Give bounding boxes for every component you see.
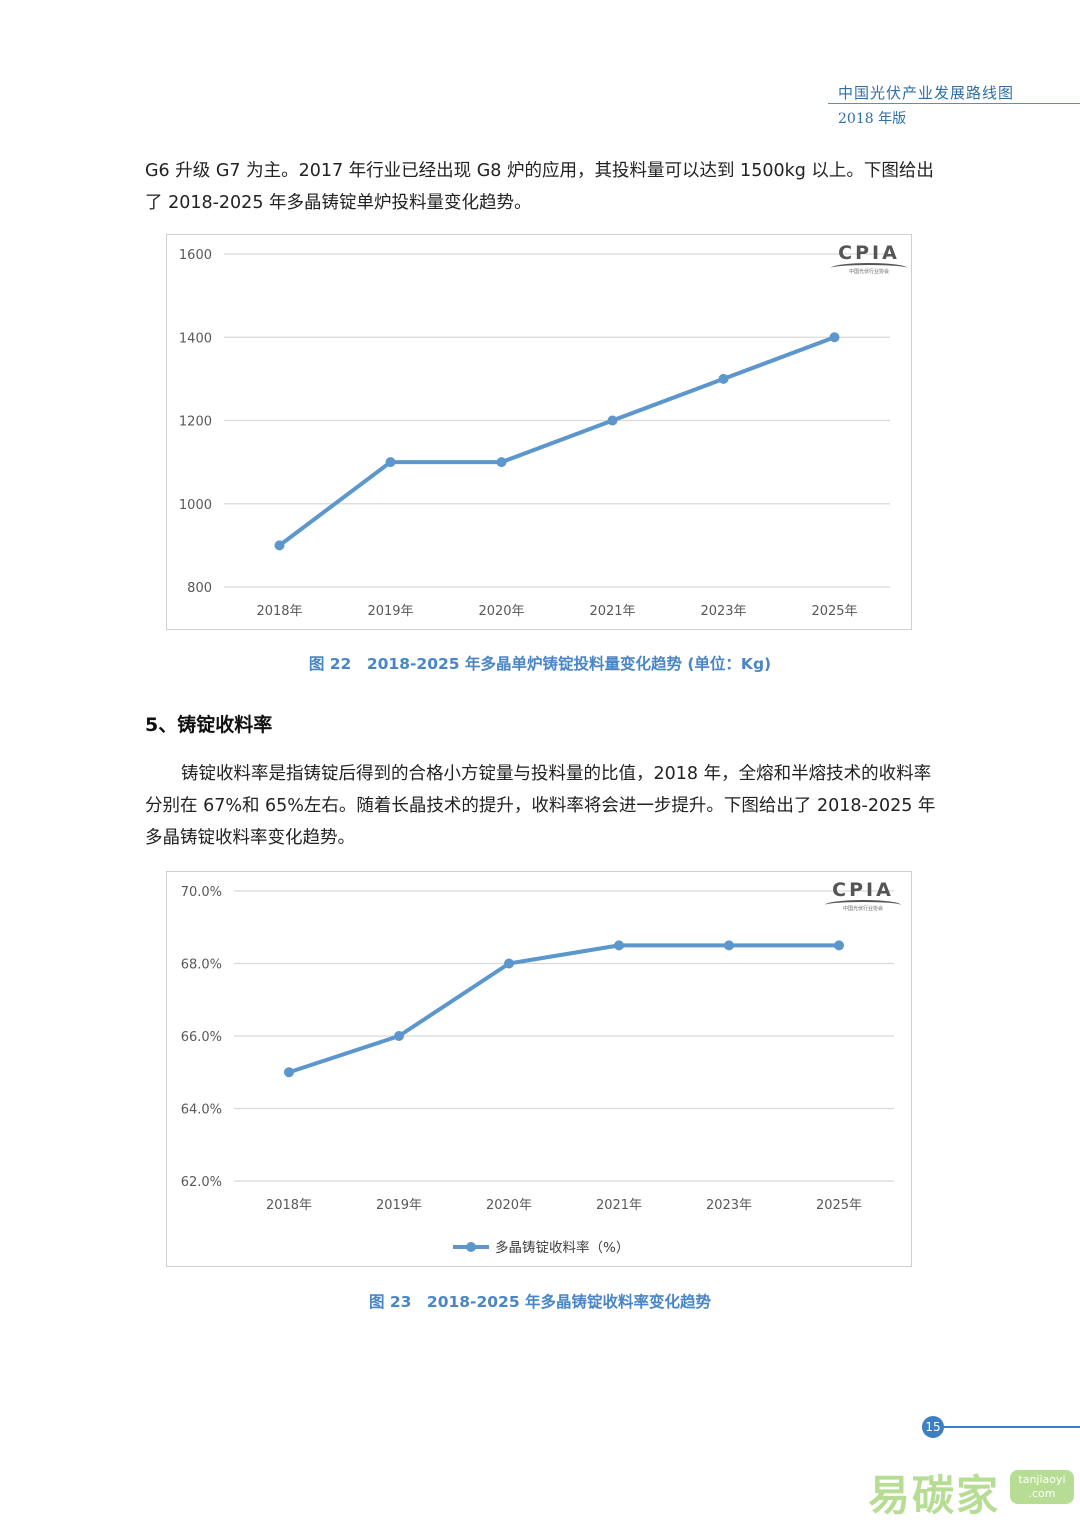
y-tick-label: 1400 [179, 331, 212, 346]
x-tick-label: 2018年 [256, 604, 302, 619]
cpia-logo-text: CPIA [832, 879, 894, 901]
x-tick-label: 2025年 [816, 1198, 862, 1213]
cpia-logo-subtext: 中国光伏行业协会 [842, 906, 883, 912]
x-tick-label: 2021年 [589, 604, 635, 619]
data-point [385, 457, 396, 468]
data-point [496, 457, 507, 468]
paragraph-yield: 铸锭收料率是指铸锭后得到的合格小方锭量与投料量的比值，2018 年，全熔和半熔技… [145, 764, 936, 848]
header-divider [828, 103, 1080, 104]
cpia-logo: CPIA 中国光伏行业协会 [829, 243, 909, 279]
watermark-badge: tanjiaoyi .com [1010, 1470, 1074, 1504]
cpia-logo-arc [831, 263, 907, 273]
watermark-cn: 易碳家 [868, 1471, 1001, 1520]
watermark-en-line1: tanjiaoyi [1018, 1473, 1066, 1486]
cpia-logo: CPIA 中国光伏行业协会 [823, 880, 903, 916]
series-line [277, 335, 837, 548]
watermark-en-line2: .com [1028, 1487, 1056, 1500]
x-tick-label: 2018年 [266, 1198, 312, 1213]
legend-label: 多晶铸锭收料率（%） [495, 1239, 629, 1256]
cpia-logo-arc [825, 900, 901, 910]
y-tick-label: 66.0% [181, 1030, 222, 1045]
series-line [287, 943, 841, 1075]
chart1-caption: 图 22 2018-2025 年多晶单炉铸锭投料量变化趋势 (单位：Kg) [308, 655, 772, 673]
data-point [284, 1067, 294, 1078]
section-heading: 5、铸锭收料率 [145, 714, 273, 736]
y-tick-label: 1600 [179, 248, 212, 263]
chart-yield-rate: 62.0% 64.0% 66.0% 68.0% 70.0% 2018年 2019年 2020年… [166, 871, 912, 1267]
x-tick-label: 2025年 [811, 604, 857, 619]
x-tick-label: 2019年 [376, 1198, 422, 1213]
y-tick-label: 1200 [179, 415, 212, 430]
page-number-line [944, 1426, 1080, 1428]
watermark: 易碳家 tanjiaoyi .com [868, 1462, 1078, 1522]
data-point [829, 332, 840, 343]
y-tick-label: 800 [187, 581, 212, 596]
data-point [607, 415, 618, 426]
legend-marker [466, 1242, 476, 1252]
data-point [614, 940, 624, 951]
data-point [724, 940, 734, 951]
data-point [718, 373, 729, 384]
x-tick-label: 2020年 [486, 1198, 532, 1213]
y-tick-label: 70.0% [181, 885, 222, 900]
header-title: 中国光伏产业发展路线图 [838, 84, 1015, 102]
chart-charge-weight: 800 1000 1200 1400 1600 2018年 2019年 2020年 2021年 2… [166, 234, 912, 630]
data-point [394, 1031, 404, 1041]
x-tick-label: 2020年 [478, 604, 524, 619]
x-tick-label: 2019年 [367, 604, 413, 619]
data-point [834, 940, 844, 951]
chart2-caption: 图 23 2018-2025 年多晶铸锭收料率变化趋势 [368, 1293, 712, 1311]
y-tick-label: 62.0% [181, 1175, 222, 1190]
x-tick-label: 2023年 [706, 1198, 752, 1213]
x-tick-label: 2021年 [596, 1198, 642, 1213]
y-tick-label: 68.0% [181, 958, 222, 973]
chart-yield-rate-svg: 62.0% 64.0% 66.0% 68.0% 70.0% 2018年 2019年 2020年… [181, 885, 894, 1256]
y-tick-label: 64.0% [181, 1103, 222, 1118]
header-subtitle: 2018 年版 [838, 111, 907, 127]
paragraph-intro: G6 升级 G7 为主。2017 年行业已经出现 G8 炉的应用，其投料量可以达… [145, 161, 934, 213]
data-point [504, 958, 514, 969]
x-tick-label: 2023年 [700, 604, 746, 619]
cpia-logo-text: CPIA [838, 242, 900, 264]
data-point [274, 540, 285, 551]
y-tick-label: 1000 [179, 498, 212, 513]
chart-charge-weight-svg: 800 1000 1200 1400 1600 2018年 2019年 2020年 2021年 2… [179, 248, 890, 619]
page-number: 15 [922, 1416, 944, 1438]
cpia-logo-subtext: 中国光伏行业协会 [848, 269, 889, 275]
